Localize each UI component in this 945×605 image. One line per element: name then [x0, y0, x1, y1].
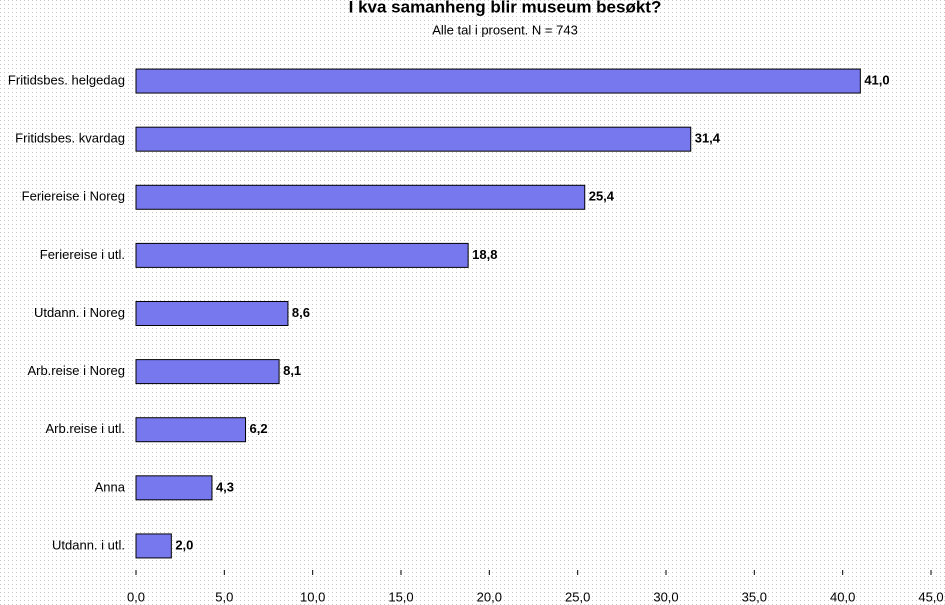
- x-tick-label: 35,0: [742, 589, 767, 604]
- bar: [135, 184, 586, 210]
- y-tick-label: Arb.reise i Noreg: [27, 363, 125, 378]
- x-tick-label: 20,0: [477, 589, 502, 604]
- value-label: 8,6: [292, 305, 310, 320]
- bar: [135, 68, 861, 94]
- chart-title: I kva samanheng blir museum besøkt?: [349, 0, 662, 16]
- x-tick-label: 0,0: [127, 589, 145, 604]
- y-tick-label: Feriereise i utl.: [40, 247, 125, 262]
- value-label: 2,0: [175, 537, 193, 552]
- value-label: 4,3: [216, 479, 234, 494]
- value-label: 6,2: [250, 421, 268, 436]
- y-tick-label: Fritidsbes. kvardag: [15, 131, 125, 146]
- x-tick-label: 25,0: [565, 589, 590, 604]
- bar: [135, 242, 469, 268]
- bar: [135, 417, 247, 443]
- x-tick-label: 30,0: [653, 589, 678, 604]
- x-tick-label: 10,0: [300, 589, 325, 604]
- bar: [135, 359, 280, 385]
- y-tick-label: Utdann. i Noreg: [34, 305, 125, 320]
- bar: [135, 475, 213, 501]
- y-tick-label: Fritidsbes. helgedag: [8, 72, 125, 87]
- bar: [135, 533, 172, 559]
- x-tick-label: 15,0: [388, 589, 413, 604]
- value-label: 31,4: [695, 131, 721, 146]
- y-tick-label: Anna: [95, 479, 126, 494]
- bar: [135, 126, 692, 152]
- x-tick-label: 45,0: [918, 589, 943, 604]
- bar: [135, 301, 289, 326]
- chart-subtitle: Alle tal i prosent. N = 743: [432, 22, 578, 37]
- x-tick-label: 5,0: [215, 589, 233, 604]
- x-tick-label: 40,0: [830, 589, 855, 604]
- y-tick-label: Utdann. i utl.: [52, 537, 125, 552]
- y-tick-label: Arb.reise i utl.: [46, 421, 125, 436]
- value-label: 41,0: [864, 72, 889, 87]
- value-label: 8,1: [283, 363, 301, 378]
- y-tick-label: Feriereise i Noreg: [22, 189, 125, 204]
- value-label: 18,8: [472, 247, 497, 262]
- value-label: 25,4: [589, 189, 615, 204]
